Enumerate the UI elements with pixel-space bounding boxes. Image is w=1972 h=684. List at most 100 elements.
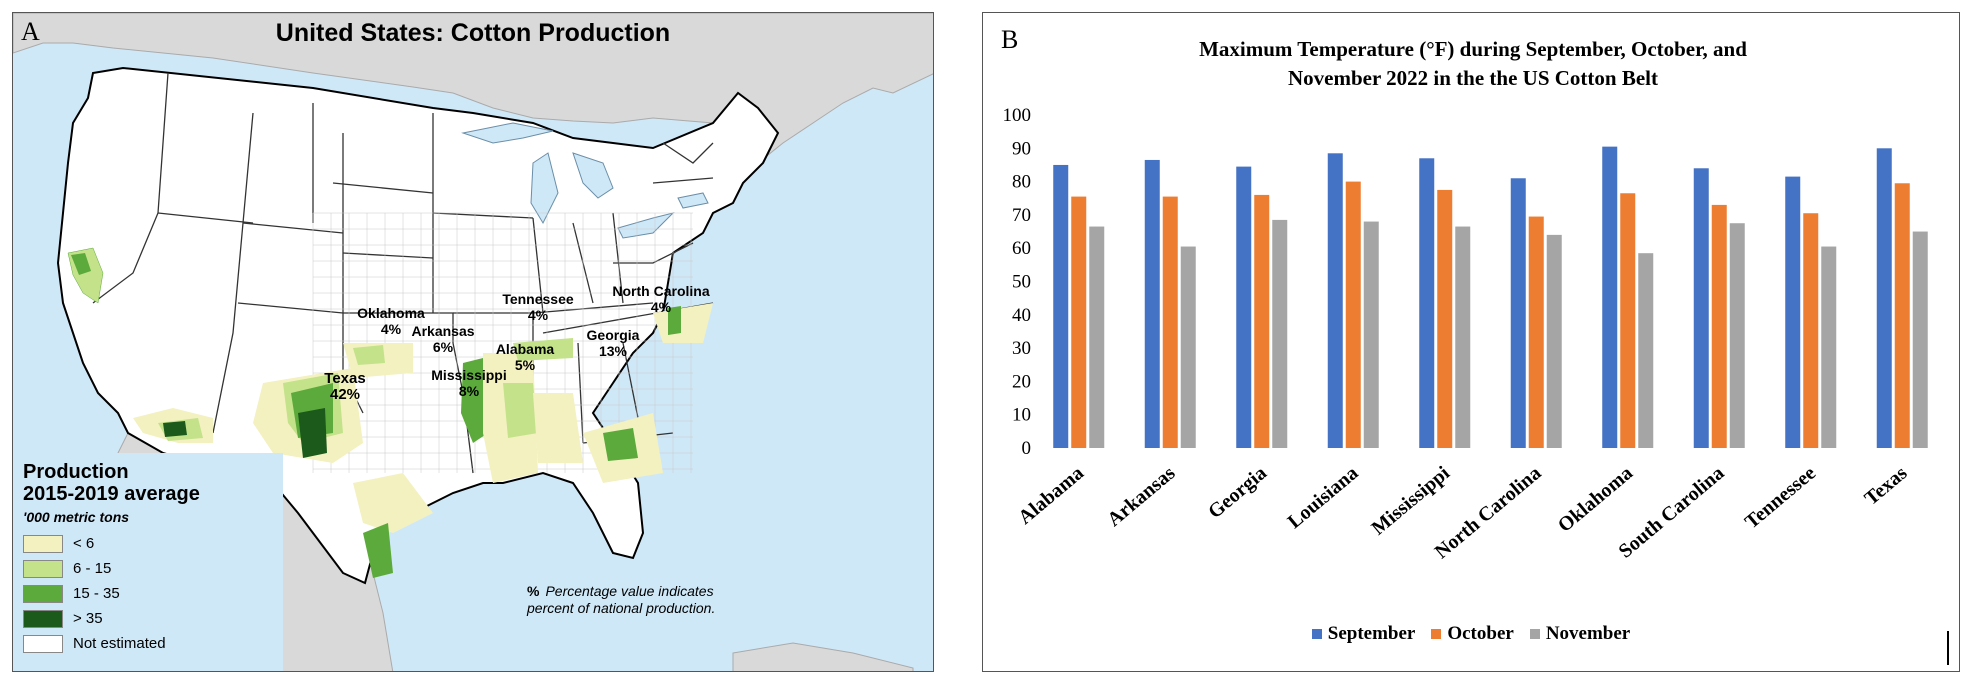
state-label-georgia: Georgia 13% xyxy=(586,327,640,359)
bar-chart: 0 10 20 30 40 50 60 70 80 90 100 Alabama Arkansas Geo… xyxy=(1003,105,1928,563)
chart-legend-item: November xyxy=(1529,623,1631,645)
panel-a-letter: A xyxy=(21,17,40,46)
chart-legend-item: October xyxy=(1431,623,1514,645)
bar-september-south-carolina xyxy=(1693,168,1709,448)
legend-title-line2: 2015-2019 average xyxy=(23,483,200,505)
percentage-note: % Percentage value indicates percent of n… xyxy=(527,583,727,617)
legend-item: Not estimated xyxy=(23,631,273,656)
y-tick-label: 70 xyxy=(1012,205,1031,226)
cotton-production-map-panel: A United States: Cotton Production Oklah… xyxy=(12,12,934,672)
x-tick-label: Tennessee xyxy=(1741,462,1820,533)
bar-november-oklahoma xyxy=(1638,253,1654,448)
chart-title-line2: November 2022 in the the US Cotton Belt xyxy=(1287,66,1658,90)
legend-title-line1: Production xyxy=(23,461,129,483)
legend-items: < 6 6 - 15 15 - 35 > 35 Not estimated xyxy=(23,531,273,656)
chart-legend-label: October xyxy=(1447,623,1514,644)
chart-legend-swatch xyxy=(1529,629,1540,639)
production-legend: Production 2015-2019 average '000 metric… xyxy=(23,461,273,656)
y-tick-label: 30 xyxy=(1012,338,1031,359)
bar-november-louisiana xyxy=(1363,221,1379,448)
legend-swatch xyxy=(23,609,63,628)
bar-november-mississippi xyxy=(1455,226,1471,448)
map-title: United States: Cotton Production xyxy=(275,19,671,47)
y-tick-label: 0 xyxy=(1022,438,1032,459)
us-map xyxy=(13,13,933,671)
bar-september-mississippi xyxy=(1419,158,1435,449)
bar-october-tennessee xyxy=(1803,213,1819,448)
canada-landmass xyxy=(13,13,933,164)
legend-item: > 35 xyxy=(23,606,273,631)
x-tick-label: Georgia xyxy=(1204,462,1271,523)
chart-title-line1: Maximum Temperature (°F) during Septembe… xyxy=(1199,37,1747,61)
legend-swatch xyxy=(23,584,63,603)
chart-legend-label: November xyxy=(1545,623,1631,644)
percentage-note-text: Percentage value indicates percent of na… xyxy=(527,583,716,616)
bar-october-arkansas xyxy=(1162,196,1178,448)
state-label-mississippi: Mississippi 8% xyxy=(431,367,507,399)
y-tick-label: 90 xyxy=(1012,138,1031,159)
great-lakes xyxy=(461,122,709,239)
bar-september-tennessee xyxy=(1785,176,1801,449)
chart-title: Maximum Temperature (°F) during Septembe… xyxy=(1123,35,1823,93)
bar-october-alabama xyxy=(1071,196,1087,448)
production-regions xyxy=(67,247,713,578)
state-label-tennessee: Tennessee 4% xyxy=(502,291,574,323)
x-tick-label: Arkansas xyxy=(1103,462,1179,531)
bar-november-south-carolina xyxy=(1729,223,1745,448)
chart-legend-item: September xyxy=(1311,623,1416,645)
y-tick-label: 20 xyxy=(1012,371,1031,392)
state-label-arkansas: Arkansas 6% xyxy=(411,323,475,355)
legend-label: 15 - 35 xyxy=(73,585,120,602)
bar-october-north-carolina xyxy=(1528,216,1544,448)
legend-label: Not estimated xyxy=(73,635,166,652)
chart-legend-label: September xyxy=(1327,623,1416,644)
bar-september-texas xyxy=(1876,148,1892,449)
bar-october-oklahoma xyxy=(1620,193,1636,448)
panel-b-letter: B xyxy=(1001,25,1019,54)
x-tick-label: Louisiana xyxy=(1284,462,1363,533)
x-tick-label: Texas xyxy=(1860,462,1911,510)
cursor-bar xyxy=(1947,631,1949,665)
state-label-north-carolina: North Carolina 4% xyxy=(612,283,710,315)
chart-legend: September October November xyxy=(983,623,1959,645)
y-tick-label: 40 xyxy=(1012,305,1031,326)
state-label-alabama: Alabama 5% xyxy=(495,341,555,373)
bar-november-texas xyxy=(1912,231,1928,448)
bar-october-south-carolina xyxy=(1711,204,1727,448)
bar-september-georgia xyxy=(1236,166,1252,449)
legend-swatch xyxy=(23,634,63,653)
legend-swatch xyxy=(23,534,63,553)
bar-november-georgia xyxy=(1272,219,1288,448)
x-tick-label: Mississippi xyxy=(1367,462,1454,540)
legend-label: < 6 xyxy=(73,535,95,552)
legend-item: 6 - 15 xyxy=(23,556,273,581)
bar-september-louisiana xyxy=(1327,153,1343,449)
x-tick-label: Alabama xyxy=(1014,462,1088,529)
bar-november-alabama xyxy=(1089,226,1105,448)
legend-label: > 35 xyxy=(73,610,103,627)
legend-swatch xyxy=(23,559,63,578)
legend-item: 15 - 35 xyxy=(23,581,273,606)
bar-october-mississippi xyxy=(1437,189,1453,449)
legend-unit: '000 metric tons xyxy=(23,509,130,525)
chart-legend-swatch xyxy=(1431,629,1442,639)
legend-label: 6 - 15 xyxy=(73,560,112,577)
state-label-oklahoma: Oklahoma 4% xyxy=(357,305,425,337)
bar-november-arkansas xyxy=(1180,246,1196,448)
bar-october-louisiana xyxy=(1345,181,1361,448)
chart-legend-swatch xyxy=(1311,629,1322,639)
state-label-texas: Texas 42% xyxy=(324,370,366,403)
bar-september-arkansas xyxy=(1144,159,1160,448)
bar-september-alabama xyxy=(1053,164,1069,448)
y-tick-label: 80 xyxy=(1012,172,1031,193)
percentage-symbol: % xyxy=(527,583,540,599)
legend-item: < 6 xyxy=(23,531,273,556)
y-tick-label: 100 xyxy=(1003,105,1032,126)
y-tick-label: 10 xyxy=(1012,405,1031,426)
cuba-landmass xyxy=(732,642,914,671)
x-tick-label: Oklahoma xyxy=(1554,462,1637,537)
bar-november-tennessee xyxy=(1821,246,1837,448)
y-tick-label: 50 xyxy=(1012,272,1031,293)
bar-october-texas xyxy=(1894,183,1910,448)
temperature-chart-panel: B Maximum Temperature (°F) during Septem… xyxy=(982,12,1960,672)
